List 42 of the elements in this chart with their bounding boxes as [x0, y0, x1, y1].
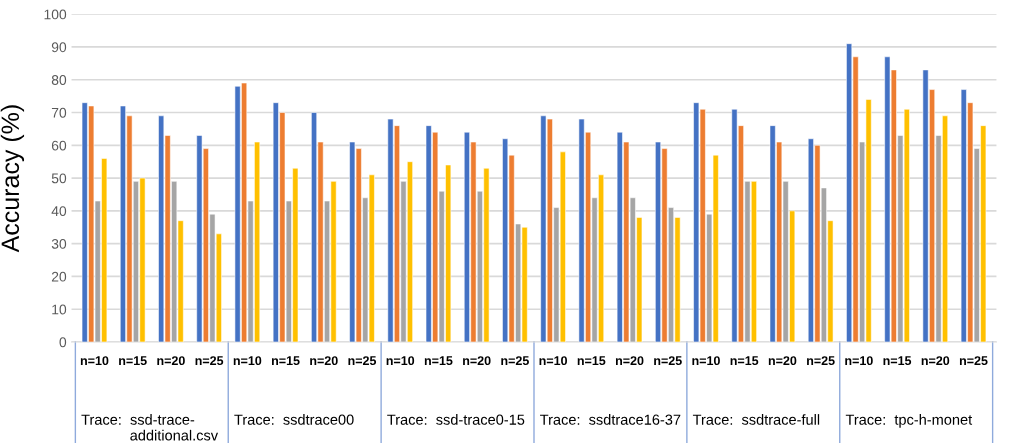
x-tick-label: n=15: [424, 356, 453, 366]
x-tick-label: n=15: [883, 356, 912, 366]
x-tick-label: n=20: [157, 356, 185, 366]
y-tick-label: 100: [44, 9, 67, 20]
text: Trace: ssdtrace16-37: [540, 414, 681, 425]
text: Trace: ssdtrace-full: [692, 414, 820, 425]
y-tick-label: 20: [51, 271, 67, 282]
x-tick-label: n=10: [539, 356, 568, 366]
text: Trace: ssd-trace0-15: [387, 414, 525, 425]
x-tick-label: n=10: [80, 356, 109, 366]
y-tick-label: 50: [51, 173, 67, 184]
x-tick-label: n=15: [271, 356, 300, 366]
x-tick-label: n=25: [501, 356, 529, 366]
x-tick-label: n=20: [310, 356, 338, 366]
x-tick-label: n=25: [959, 356, 988, 366]
y-tick-label: 0: [59, 337, 67, 348]
y-axis-title: Accuracy (%): [0, 105, 25, 253]
y-tick-label: 70: [51, 107, 67, 118]
x-tick-label: n=20: [921, 356, 950, 366]
x-tick-label: n=25: [195, 356, 224, 366]
x-tick-label: n=10: [233, 356, 262, 366]
x-tick-label: n=10: [386, 356, 415, 366]
x-tick-label: n=15: [119, 356, 147, 366]
y-tick-label: 10: [52, 304, 67, 315]
x-tick-label: n=10: [692, 356, 720, 366]
x-tick-label: n=25: [654, 356, 682, 366]
x-tick-label: n=25: [807, 356, 835, 366]
y-tick-label: 30: [51, 238, 67, 249]
x-tick-label: n=20: [463, 356, 491, 366]
y-tick-label: 80: [51, 75, 67, 85]
x-tick-label: n=10: [845, 356, 873, 366]
x-tick-label: n=20: [615, 356, 644, 366]
y-tick-label: 60: [51, 140, 67, 151]
x-tick-label: n=15: [730, 356, 759, 366]
text: Trace: tpc-h-monet: [845, 414, 973, 428]
y-tick-label: 40: [51, 206, 67, 217]
y-tick-label: 90: [51, 42, 67, 53]
x-tick-label: n=25: [348, 356, 377, 366]
text: Trace: ssdtrace00: [234, 414, 354, 425]
x-tick-label: n=20: [768, 356, 797, 366]
x-tick-label: n=15: [577, 356, 606, 366]
text: Trace: ssd-trace- additional.csv: [81, 414, 219, 441]
